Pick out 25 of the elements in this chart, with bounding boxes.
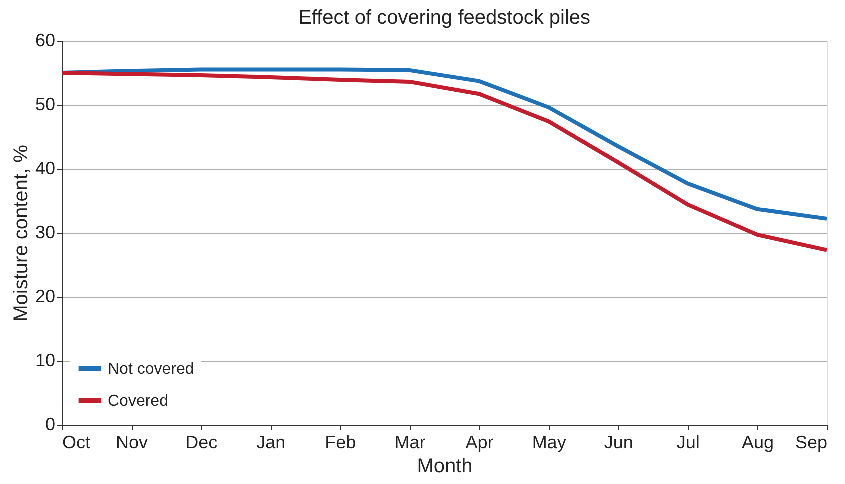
x-tick-label: Jan bbox=[256, 432, 286, 452]
x-tick-label: Nov bbox=[116, 432, 148, 452]
x-tick-label: Apr bbox=[466, 432, 494, 452]
x-tick-label: Sep bbox=[795, 432, 828, 452]
x-tick-label: Jun bbox=[604, 432, 634, 452]
x-tick-label: Oct bbox=[62, 432, 91, 452]
x-tick-label: Feb bbox=[325, 432, 356, 452]
chart-title: Effect of covering feedstock piles bbox=[298, 7, 591, 29]
line-series bbox=[60, 71, 829, 252]
x-tick-label: Jul bbox=[676, 432, 700, 452]
y-axis-title: Moisture content, % bbox=[10, 144, 32, 322]
y-tick-label: 20 bbox=[35, 286, 56, 306]
legend-label: Covered bbox=[108, 393, 168, 410]
x-tick-label: Dec bbox=[186, 432, 218, 452]
y-tick-label: 30 bbox=[35, 222, 56, 242]
y-tick-label: 10 bbox=[35, 350, 56, 370]
legend-label: Not covered bbox=[108, 361, 194, 378]
y-tick-label: 60 bbox=[35, 30, 56, 50]
y-tick-label: 50 bbox=[35, 94, 56, 114]
y-tick-label: 0 bbox=[45, 414, 56, 434]
x-tick-label: Aug bbox=[742, 432, 774, 452]
x-tick-label: Mar bbox=[394, 432, 426, 452]
x-axis-title: Month bbox=[417, 456, 473, 478]
y-tick-label: 40 bbox=[35, 158, 56, 178]
x-tick-label: May bbox=[532, 432, 566, 452]
